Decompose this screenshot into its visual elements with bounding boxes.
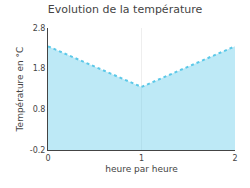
svg-text:1.8: 1.8 — [33, 64, 46, 73]
svg-text:2.8: 2.8 — [33, 24, 46, 33]
svg-text:heure par heure: heure par heure — [105, 164, 178, 174]
svg-text:1: 1 — [139, 154, 144, 163]
svg-text:0.8: 0.8 — [33, 105, 46, 114]
svg-text:2: 2 — [232, 154, 237, 163]
svg-text:Evolution de la température: Evolution de la température — [48, 3, 203, 16]
svg-text:0: 0 — [45, 154, 50, 163]
svg-text:-0.2: -0.2 — [30, 146, 46, 155]
svg-text:Température en °C: Température en °C — [15, 47, 25, 133]
